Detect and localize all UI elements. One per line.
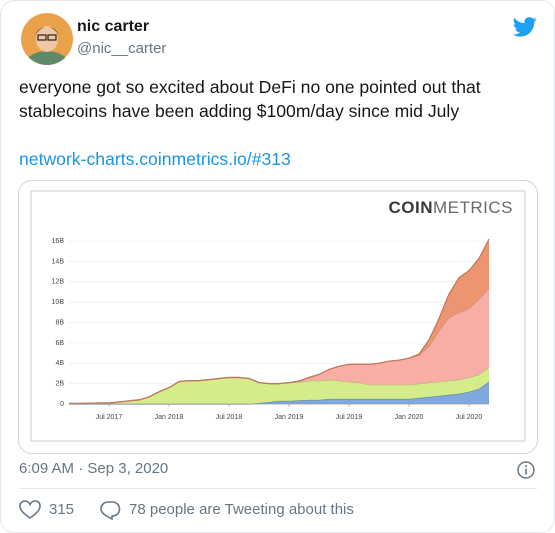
y-tick-label: 4B (55, 360, 64, 367)
logo-part: METRICS (433, 198, 513, 217)
y-tick-label: 12B (52, 279, 65, 286)
x-tick-label: Jul 2019 (336, 414, 363, 421)
x-tick-label: Jan 2020 (395, 414, 424, 421)
like-count[interactable]: 315 (49, 501, 75, 518)
y-tick-label: 2B (55, 380, 64, 387)
timestamp[interactable]: 6:09 AM · Sep 3, 2020 (19, 460, 169, 477)
logo-part: COIN (389, 198, 434, 217)
x-tick-label: Jan 2019 (275, 414, 304, 421)
logo: COINMETRICS (389, 198, 514, 217)
x-tick-label: Jan 2018 (155, 414, 184, 421)
link[interactable]: network-charts.coinmetrics.io/#313 (19, 149, 291, 169)
x-tick-label: Jul 2020 (456, 414, 483, 421)
display-name[interactable]: nic carter (77, 18, 150, 35)
tweet-text: everyone got so excited about DeFi no on… (19, 77, 481, 97)
reply-icon[interactable] (99, 500, 121, 520)
media[interactable]: COINMETRICS 0 2B 4B 6B 8B 10B 12B 14B 16B Jul 201… (18, 180, 538, 454)
y-tick-label: 8B (55, 319, 64, 326)
tweeting-count[interactable]: 78 people are Tweeting about this (129, 501, 354, 518)
handle[interactable]: @nic__carter (77, 40, 167, 57)
divider (19, 488, 537, 489)
x-tick-label: Jul 2018 (216, 414, 243, 421)
like-icon[interactable] (19, 500, 41, 520)
y-tick-label: 10B (52, 299, 65, 306)
y-tick-label: 16B (52, 238, 65, 245)
tweet-text: stablecoins have been adding $100m/day s… (19, 101, 460, 121)
y-tick-label: 6B (55, 340, 64, 347)
y-tick-label: 0 (60, 401, 64, 408)
area-edge (69, 238, 490, 405)
y-tick-label: 14B (52, 258, 65, 265)
x-tick-label: Jul 2017 (96, 414, 123, 421)
twitter-logo[interactable] (513, 17, 537, 37)
info-icon[interactable] (516, 460, 536, 480)
avatar[interactable] (21, 13, 73, 65)
chart: COINMETRICS 0 2B 4B 6B 8B 10B 12B 14B 16B Jul 201… (30, 190, 526, 442)
area (69, 367, 489, 404)
area (69, 287, 489, 404)
area (69, 381, 489, 404)
